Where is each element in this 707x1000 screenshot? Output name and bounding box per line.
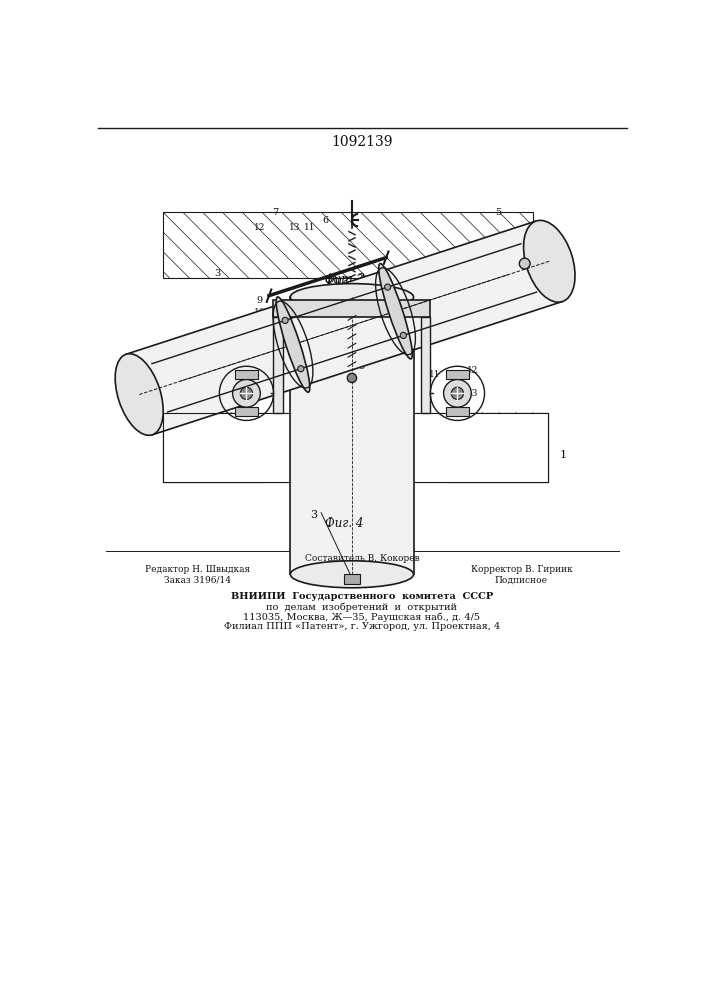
Ellipse shape bbox=[115, 354, 163, 435]
Bar bbox=[421, 317, 431, 413]
Text: 1092139: 1092139 bbox=[331, 135, 392, 149]
Ellipse shape bbox=[291, 284, 414, 311]
Text: 4: 4 bbox=[407, 304, 413, 313]
Text: Вид А: Вид А bbox=[303, 297, 339, 310]
Bar bbox=[235, 407, 258, 416]
Circle shape bbox=[240, 387, 252, 400]
Text: 12: 12 bbox=[226, 366, 237, 375]
Ellipse shape bbox=[524, 220, 575, 302]
Bar bbox=[446, 407, 469, 416]
Text: Заказ 3196/14: Заказ 3196/14 bbox=[165, 576, 231, 585]
Text: 10: 10 bbox=[438, 296, 450, 305]
Ellipse shape bbox=[276, 297, 310, 392]
Polygon shape bbox=[126, 221, 562, 435]
Bar bbox=[274, 300, 431, 317]
Text: Корректор В. Гириик: Корректор В. Гириик bbox=[471, 565, 572, 574]
Text: Тираж 826: Тираж 826 bbox=[337, 576, 387, 585]
Text: 13: 13 bbox=[467, 389, 479, 398]
Text: 13: 13 bbox=[288, 223, 300, 232]
Text: 1: 1 bbox=[560, 450, 567, 460]
Text: 5: 5 bbox=[358, 362, 364, 371]
Bar bbox=[163, 212, 533, 278]
Text: 2: 2 bbox=[499, 239, 506, 248]
Text: $\phi$ит.3: $\phi$ит.3 bbox=[324, 271, 365, 288]
Text: 9: 9 bbox=[257, 296, 262, 305]
Bar bbox=[446, 370, 469, 379]
Text: 113035, Москва, Ж—35, Раушская наб., д. 4/5: 113035, Москва, Ж—35, Раушская наб., д. … bbox=[243, 612, 481, 622]
Text: 12: 12 bbox=[254, 223, 265, 232]
Text: Подписное: Подписное bbox=[495, 576, 548, 585]
Ellipse shape bbox=[298, 366, 304, 372]
Text: 3: 3 bbox=[310, 510, 317, 520]
Bar bbox=[163, 413, 549, 482]
Text: Техред И. Верес: Техред И. Верес bbox=[323, 565, 401, 574]
Text: 11: 11 bbox=[272, 370, 284, 379]
Ellipse shape bbox=[379, 264, 412, 359]
Text: 8: 8 bbox=[228, 377, 234, 386]
Ellipse shape bbox=[282, 317, 288, 323]
Text: Фиг. 3: Фиг. 3 bbox=[325, 274, 363, 287]
Text: Составитель В. Кокорев: Составитель В. Кокорев bbox=[305, 554, 419, 563]
Text: ВНИИПИ  Государственного  комитета  СССР: ВНИИПИ Государственного комитета СССР bbox=[230, 592, 493, 601]
Text: Редактор Н. Швыдкая: Редактор Н. Швыдкая bbox=[146, 565, 250, 574]
Ellipse shape bbox=[291, 561, 414, 588]
Text: 5: 5 bbox=[495, 208, 501, 217]
Text: 4: 4 bbox=[464, 293, 471, 302]
Bar bbox=[344, 574, 360, 584]
Bar bbox=[163, 413, 291, 482]
Bar bbox=[414, 413, 549, 482]
Text: 3: 3 bbox=[214, 269, 221, 278]
Text: Филиал ППП «Патент», г. Ужгород, ул. Проектная, 4: Филиал ППП «Патент», г. Ужгород, ул. Про… bbox=[224, 622, 500, 631]
Bar bbox=[163, 413, 264, 482]
Text: 7: 7 bbox=[455, 404, 460, 413]
Ellipse shape bbox=[385, 284, 391, 290]
Bar bbox=[274, 317, 283, 413]
Bar bbox=[291, 297, 414, 574]
Bar bbox=[448, 413, 549, 482]
Text: 12: 12 bbox=[467, 366, 479, 375]
Text: 6: 6 bbox=[322, 216, 328, 225]
Circle shape bbox=[347, 373, 356, 383]
Ellipse shape bbox=[233, 379, 260, 407]
Circle shape bbox=[451, 387, 464, 400]
Text: 7: 7 bbox=[271, 208, 278, 217]
Ellipse shape bbox=[443, 379, 472, 407]
Text: 13: 13 bbox=[226, 389, 237, 398]
Text: 7: 7 bbox=[243, 404, 250, 413]
Text: 10: 10 bbox=[254, 308, 265, 317]
Circle shape bbox=[520, 258, 530, 269]
Text: 2: 2 bbox=[414, 289, 421, 298]
Text: 11: 11 bbox=[429, 370, 441, 379]
Text: Фиг. 4: Фиг. 4 bbox=[325, 517, 363, 530]
Bar bbox=[235, 370, 258, 379]
Text: по  делам  изобретений  и  открытий: по делам изобретений и открытий bbox=[267, 602, 457, 612]
Ellipse shape bbox=[400, 332, 407, 338]
Text: 11: 11 bbox=[304, 223, 315, 232]
